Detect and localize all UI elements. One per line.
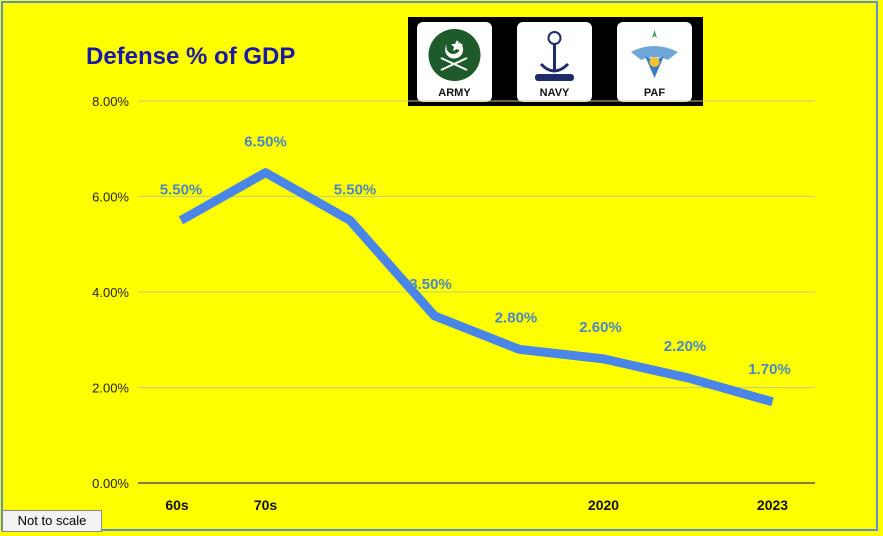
data-label: 2.20% — [664, 338, 707, 355]
series-line — [178, 168, 774, 407]
army-emblem-icon — [428, 29, 481, 81]
chart-title: Defense % of GDP — [86, 43, 296, 70]
x-tick-label: 2023 — [757, 497, 788, 513]
x-tick-label: 70s — [254, 497, 278, 513]
paf-caption: PAF — [643, 87, 666, 99]
x-tick-label: 60s — [165, 497, 189, 513]
x-tick-label: 2020 — [588, 497, 619, 513]
y-tick-label: 0.00% — [92, 476, 129, 491]
navy-caption: NAVY — [539, 87, 570, 99]
data-label: 5.50% — [160, 181, 203, 198]
logo-strip: ARMY NAVY PAF — [408, 17, 703, 106]
army-caption: ARMY — [438, 87, 471, 99]
paf-logo: PAF — [617, 22, 692, 102]
data-label: 5.50% — [334, 181, 377, 198]
data-label: 3.50% — [409, 276, 452, 293]
y-tick-label: 6.00% — [92, 190, 129, 205]
data-label: 2.60% — [579, 319, 622, 336]
data-label: 1.70% — [748, 361, 791, 378]
paf-emblem-icon — [631, 30, 678, 78]
data-label: 6.50% — [244, 134, 287, 151]
navy-logo: NAVY — [517, 22, 592, 102]
not-to-scale-note: Not to scale — [2, 510, 102, 532]
y-tick-label: 2.00% — [92, 381, 129, 396]
y-tick-label: 8.00% — [92, 94, 129, 109]
navy-emblem-icon — [535, 31, 574, 81]
data-label: 2.80% — [495, 309, 538, 326]
army-logo: ARMY — [417, 22, 492, 102]
y-tick-label: 4.00% — [92, 285, 129, 300]
